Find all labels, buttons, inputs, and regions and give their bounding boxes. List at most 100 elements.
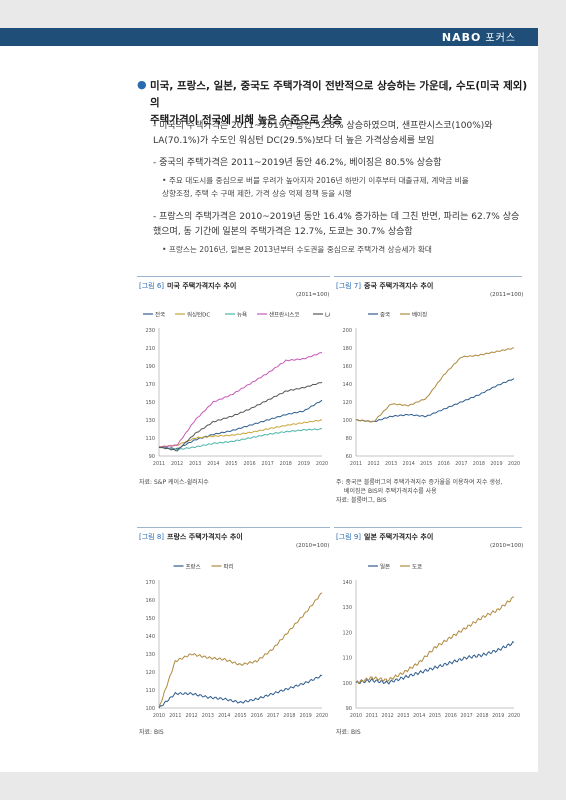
x-tick-label: 2020 — [316, 461, 328, 467]
y-tick-label: 210 — [145, 346, 155, 352]
x-tick-label: 2012 — [185, 713, 197, 719]
legend-item: 프랑스 — [173, 564, 201, 571]
legend-item: 샌프란시스코 — [257, 311, 299, 319]
y-tick-label: 130 — [145, 418, 155, 424]
chart-france-housing: 프랑스 파리 100 110 120 130 140 150 160 170 2010 2011 201… — [145, 563, 328, 720]
legend-item: 중국 — [368, 312, 390, 319]
legend-item: 도쿄 — [400, 564, 422, 571]
y-tick-label: 90 — [346, 706, 352, 712]
y-tick-label: 200 — [342, 328, 352, 334]
y-tick-label: 90 — [149, 454, 155, 460]
y-tick-label: 110 — [342, 656, 352, 662]
figure-8-source: 자료: BIS — [139, 729, 164, 736]
x-tick-label: 2018 — [280, 461, 292, 467]
figure-7-unit: (2011=100) — [490, 292, 524, 298]
x-tick-label: 2015 — [420, 461, 432, 467]
x-tick-label: 2011 — [169, 713, 181, 719]
x-tick-label: 2014 — [218, 713, 230, 719]
document-page — [0, 28, 538, 772]
y-tick-label: 170 — [145, 580, 155, 586]
series-line — [158, 674, 323, 709]
figure-9-unit: (2010=100) — [490, 543, 524, 549]
x-tick-label: 2020 — [508, 713, 520, 719]
x-tick-label: 2016 — [243, 461, 255, 467]
y-tick-label: 120 — [342, 630, 352, 636]
brand-logo: NABO 포커스 — [441, 31, 516, 44]
figure-8-title: [그림 8] 프랑스 주택가격지수 추이 — [139, 533, 243, 541]
x-tick-label: 2011 — [366, 713, 378, 719]
y-tick-label: 190 — [145, 364, 155, 370]
x-tick-label: 2013 — [397, 713, 409, 719]
x-tick-label: 2018 — [473, 461, 485, 467]
headline-bullet-icon: ● — [137, 78, 147, 91]
x-tick-label: 2015 — [429, 713, 441, 719]
legend-label: 일본 — [380, 563, 390, 571]
x-tick-label: 2015 — [234, 713, 246, 719]
chart-us-housing: 전국 워싱턴DC 뉴욕 샌프란시스코 LA 90 110 130 150 170 190 210 230… — [143, 311, 330, 467]
x-tick-label: 2019 — [490, 461, 502, 467]
series-line — [158, 352, 323, 448]
y-tick-label: 150 — [145, 400, 155, 406]
y-tick-label: 130 — [342, 605, 352, 611]
series-line — [158, 381, 323, 452]
x-tick-label: 2010 — [350, 713, 362, 719]
y-tick-label: 140 — [145, 634, 155, 640]
figure-9-rule — [334, 527, 522, 528]
x-tick-label: 2018 — [283, 713, 295, 719]
y-tick-label: 80 — [346, 436, 352, 442]
x-tick-label: 2015 — [225, 461, 237, 467]
x-tick-label: 2020 — [508, 461, 520, 467]
y-tick-label: 180 — [342, 346, 352, 352]
figure-6-source: 자료: S&P 케이스-쉴러지수 — [139, 479, 209, 486]
x-tick-label: 2016 — [438, 461, 450, 467]
legend-label: 뉴욕 — [237, 312, 247, 319]
x-tick-label: 2020 — [316, 713, 328, 719]
paragraph-us: - 미국의 주택가격은 2011~2019년 동안 52.8% 상승하였으며, … — [153, 121, 493, 146]
x-tick-label: 2012 — [367, 461, 379, 467]
y-tick-label: 150 — [145, 616, 155, 622]
y-tick-label: 140 — [342, 382, 352, 388]
y-tick-label: 230 — [145, 328, 155, 334]
legend-label: 도쿄 — [412, 564, 422, 571]
chart-china-housing: 중국 베이징 60 80 100 120 140 160 180 200 2011 2012 2013 2… — [342, 311, 520, 468]
x-tick-label: 2014 — [207, 461, 219, 467]
y-tick-label: 160 — [145, 598, 155, 604]
legend-item: 베이징 — [400, 311, 427, 319]
series-line — [158, 427, 323, 451]
x-tick-label: 2018 — [476, 713, 488, 719]
legend-label: 샌프란시스코 — [269, 311, 299, 319]
figure-6-title: [그림 6] 미국 주택가격지수 추이 — [139, 282, 237, 290]
legend-item: 뉴욕 — [225, 312, 247, 319]
y-tick-label: 100 — [342, 418, 352, 424]
figure-9-source: 자료: BIS — [336, 729, 361, 736]
legend-label: 프랑스 — [186, 564, 201, 571]
y-tick-label: 100 — [342, 681, 352, 687]
legend-item: LA — [313, 313, 330, 319]
y-tick-label: 120 — [145, 670, 155, 676]
series-line — [355, 378, 515, 423]
legend-label: 워싱턴DC — [187, 311, 210, 319]
legend-item: 파리 — [211, 563, 234, 571]
x-tick-label: 2017 — [455, 461, 467, 467]
x-tick-label: 2016 — [445, 713, 457, 719]
legend-label: 파리 — [224, 563, 234, 571]
section-headline: 미국, 프랑스, 일본, 중국도 주택가격이 전반적으로 상승하는 가운데, 수… — [150, 80, 528, 126]
figure-6-unit: (2011=100) — [296, 292, 330, 298]
x-tick-label: 2019 — [298, 461, 310, 467]
x-tick-label: 2012 — [171, 461, 183, 467]
y-tick-label: 110 — [145, 688, 155, 694]
legend-label: LA — [325, 313, 330, 319]
x-tick-label: 2014 — [403, 461, 415, 467]
x-tick-label: 2019 — [492, 713, 504, 719]
legend-label: 중국 — [380, 312, 390, 319]
figure-8-rule — [137, 527, 330, 528]
x-tick-label: 2013 — [189, 461, 201, 467]
y-tick-label: 140 — [342, 580, 352, 586]
x-tick-label: 2017 — [460, 713, 472, 719]
x-tick-label: 2012 — [381, 713, 393, 719]
series-line — [355, 640, 515, 685]
figure-7-title: [그림 7] 중국 주택가격지수 추이 — [336, 282, 434, 290]
series-line — [355, 347, 514, 423]
series-line — [355, 596, 515, 685]
header-bar: NABO 포커스 — [0, 28, 538, 46]
